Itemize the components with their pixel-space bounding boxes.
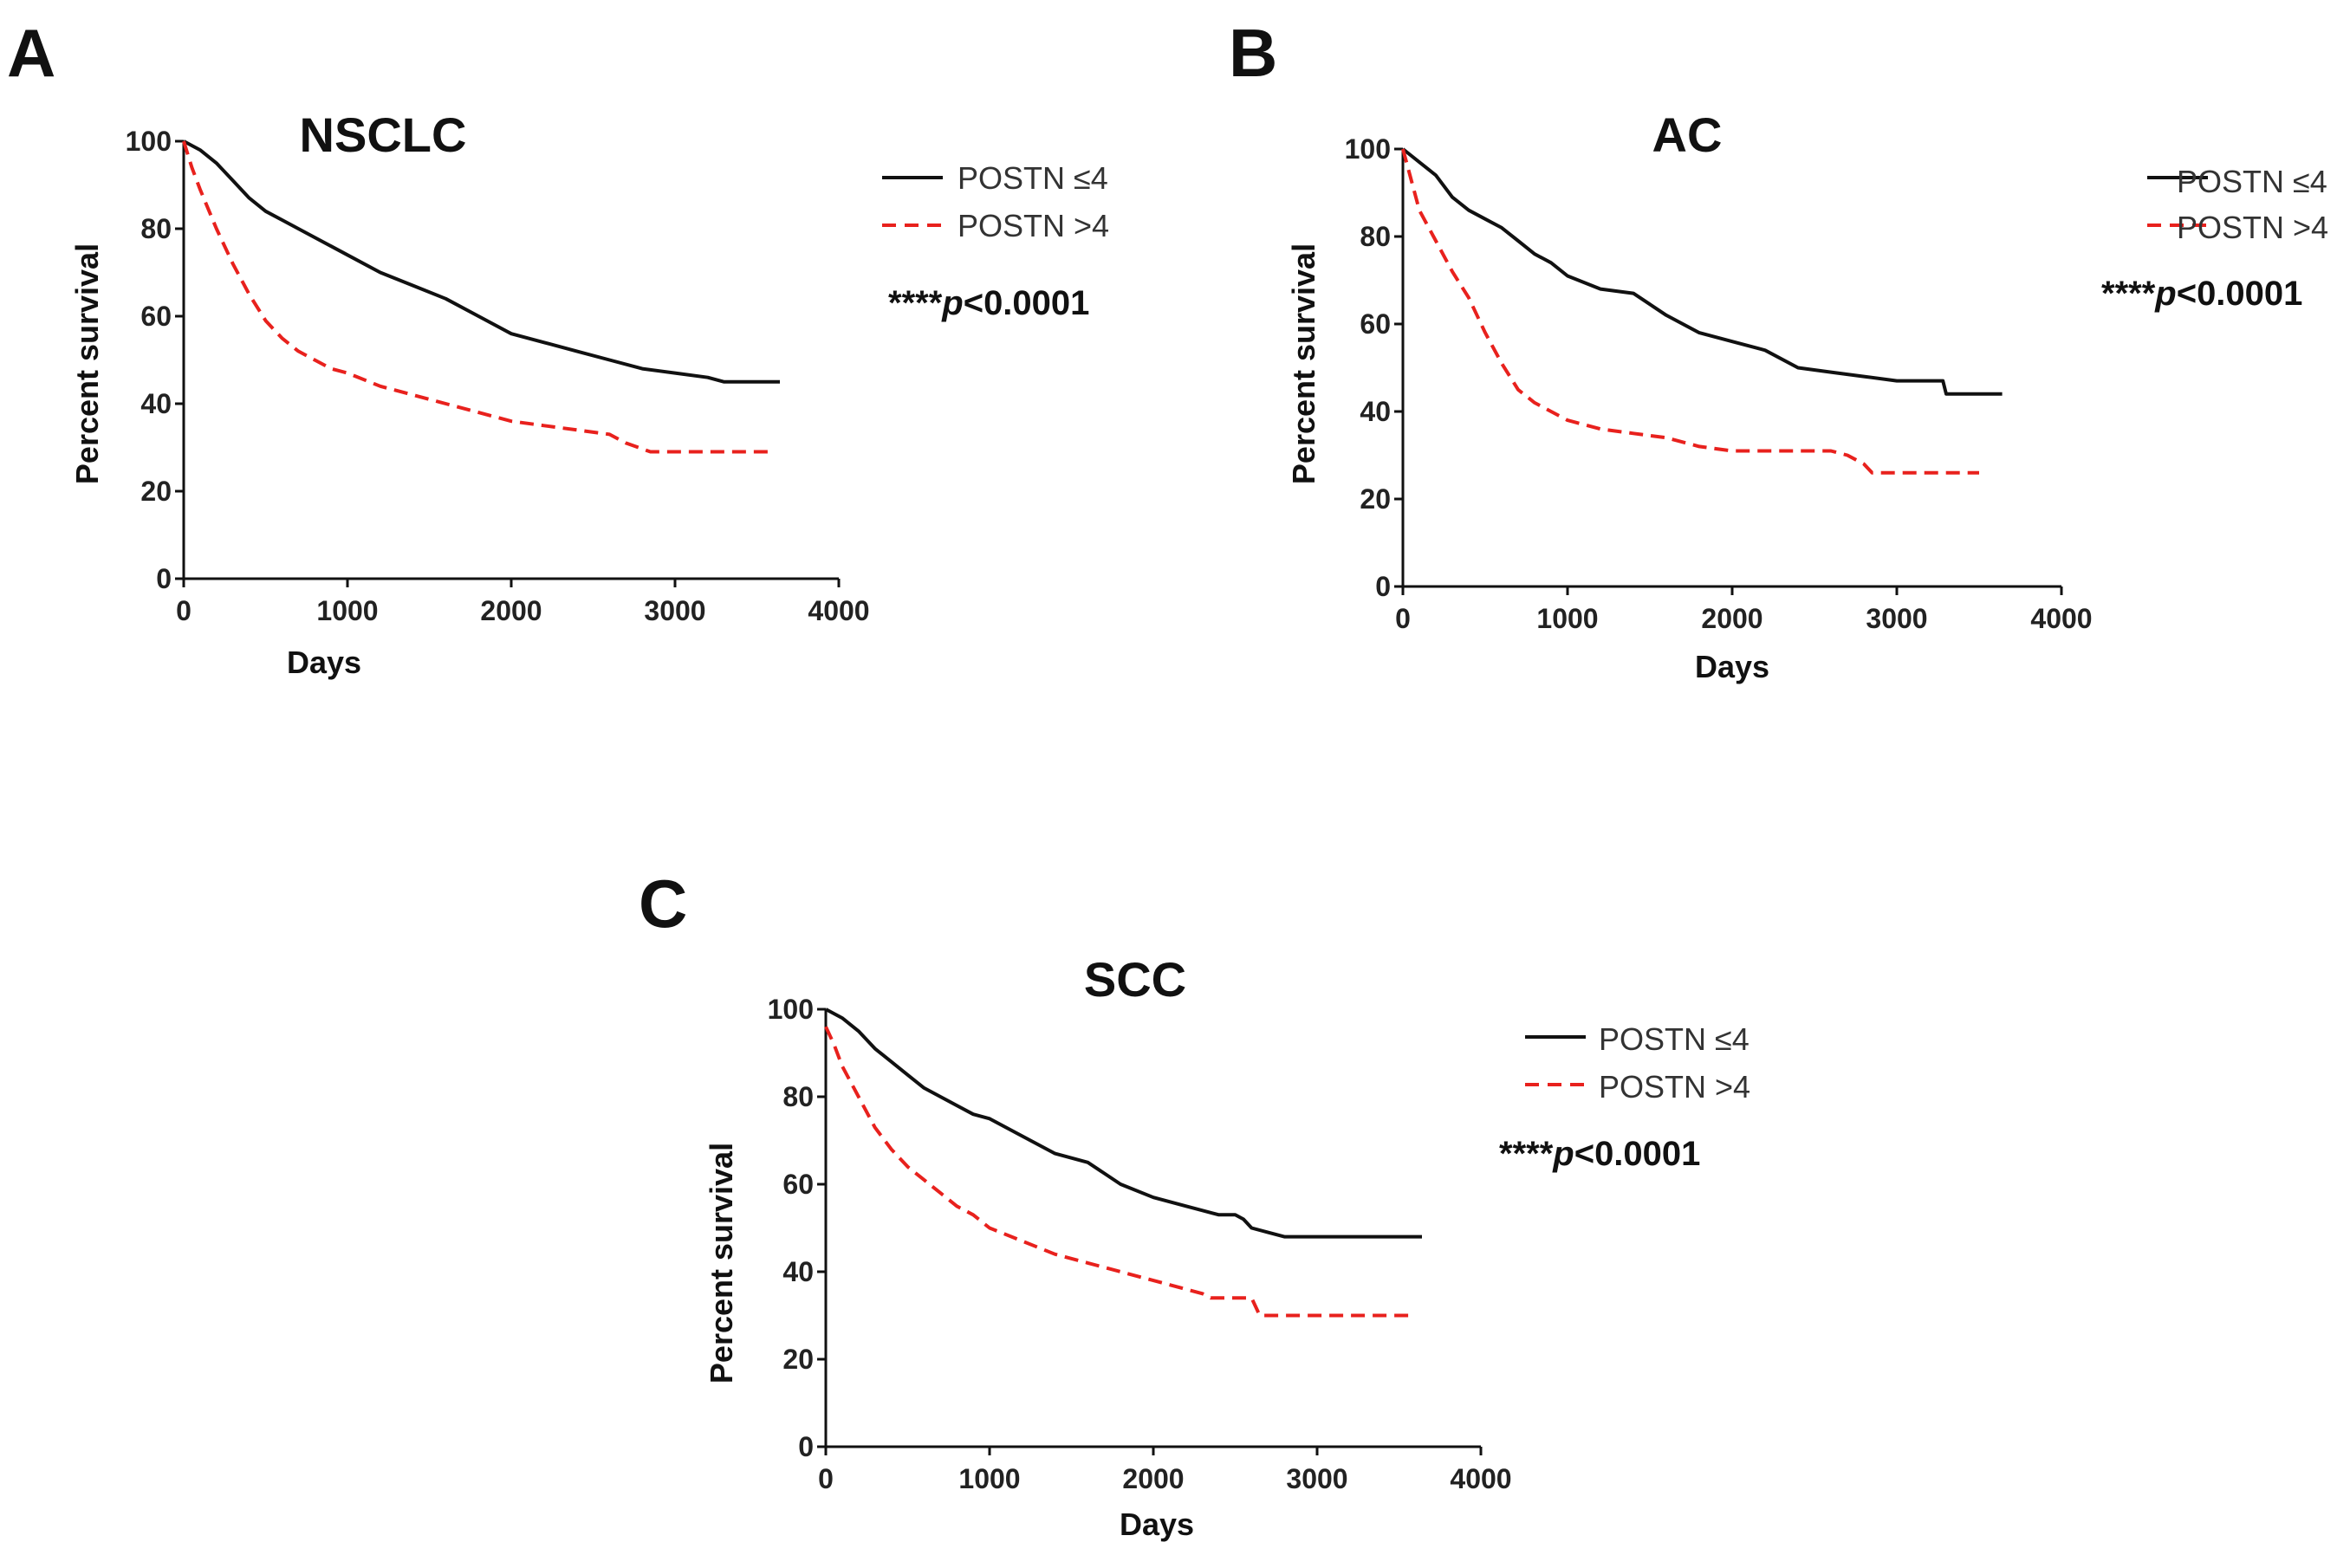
legend: POSTN ≤4 POSTN >4	[882, 160, 1109, 243]
x-tick-label: 2000	[1122, 1463, 1184, 1494]
curve-postn-low	[825, 1008, 1422, 1239]
panel-b: B AC 0 20 40 60 80 100 0 1000 2000 3000 4000 Days …	[1213, 0, 2350, 710]
panel-letter: A	[7, 15, 55, 91]
y-tick-label: 40	[140, 388, 172, 419]
y-tick-label: 80	[782, 1081, 814, 1112]
x-tick-label: 3000	[1866, 603, 1927, 634]
y-tick-label: 60	[140, 301, 172, 332]
y-tick-label: 100	[1345, 133, 1391, 165]
legend: POSTN ≤4 POSTN >4	[2147, 164, 2328, 245]
x-tick-label: 2000	[480, 595, 542, 626]
legend-label-postn-high: POSTN >4	[1599, 1069, 1750, 1105]
x-axis-title: Days	[287, 645, 361, 680]
y-tick-label: 100	[768, 994, 814, 1025]
x-tick-label: 0	[176, 595, 192, 626]
legend: POSTN ≤4 POSTN >4	[1525, 1021, 1750, 1105]
x-tick-label: 1000	[1536, 603, 1598, 634]
chart-title: AC	[1652, 107, 1723, 162]
x-tick-label: 4000	[808, 595, 869, 626]
y-axis-title: Percent survival	[704, 1143, 739, 1383]
y-tick-label: 0	[1375, 571, 1391, 602]
legend-label-postn-high: POSTN >4	[958, 208, 1109, 243]
y-tick-label: 100	[126, 126, 172, 157]
legend-label-postn-high: POSTN >4	[2177, 210, 2328, 245]
curve-postn-high	[182, 140, 774, 454]
x-axis-title: Days	[1120, 1506, 1194, 1542]
y-tick-label: 80	[140, 213, 172, 244]
y-tick-label: 60	[1360, 308, 1391, 340]
curve-postn-high	[1401, 148, 1979, 475]
legend-label-postn-low: POSTN ≤4	[1599, 1021, 1750, 1057]
y-tick-label: 80	[1360, 221, 1391, 252]
x-tick-label: 3000	[1286, 1463, 1347, 1494]
x-tick-label: 4000	[1450, 1463, 1511, 1494]
y-axis-title: Percent survival	[1286, 243, 1321, 484]
p-value-annotation: ****p<0.0001	[2101, 275, 2302, 313]
x-tick-label: 4000	[2030, 603, 2092, 634]
y-tick-label: 40	[782, 1256, 814, 1287]
y-tick-label: 20	[1360, 483, 1391, 515]
y-axis-title: Percent survival	[69, 243, 105, 484]
curve-postn-low	[1401, 147, 2003, 396]
y-tick-label: 0	[156, 563, 172, 594]
survival-curves	[182, 139, 780, 454]
y-tick-label: 60	[782, 1169, 814, 1200]
y-tick-label: 20	[140, 476, 172, 507]
panel-letter: B	[1229, 15, 1277, 91]
panel-a: A NSCLC 0 20 40 60 80 100 0 1000 2000 3000 4000 Da…	[0, 0, 1178, 710]
curve-postn-low	[183, 139, 780, 384]
x-tick-label: 1000	[316, 595, 378, 626]
y-tick-label: 20	[782, 1344, 814, 1375]
x-tick-label: 0	[1395, 603, 1411, 634]
chart-title: SCC	[1084, 952, 1186, 1007]
panel-letter: C	[639, 865, 687, 942]
survival-curves	[1401, 147, 2003, 475]
x-tick-label: 2000	[1701, 603, 1762, 634]
panel-c: C SCC 0 20 40 60 80 100 0 1000 2000 3000 4000 Days…	[637, 858, 1815, 1568]
y-tick-label: 40	[1360, 396, 1391, 427]
x-axis-title: Days	[1695, 649, 1769, 684]
y-tick-label: 0	[798, 1431, 814, 1462]
survival-curves	[824, 1008, 1422, 1318]
p-value-annotation: ****p<0.0001	[888, 284, 1089, 322]
x-tick-label: 1000	[958, 1463, 1020, 1494]
x-tick-label: 3000	[644, 595, 705, 626]
chart-title: NSCLC	[300, 107, 467, 162]
p-value-annotation: ****p<0.0001	[1499, 1135, 1700, 1173]
legend-label-postn-low: POSTN ≤4	[2177, 164, 2327, 199]
legend-label-postn-low: POSTN ≤4	[958, 160, 1108, 196]
curve-postn-high	[824, 1026, 1416, 1318]
x-tick-label: 0	[818, 1463, 834, 1494]
